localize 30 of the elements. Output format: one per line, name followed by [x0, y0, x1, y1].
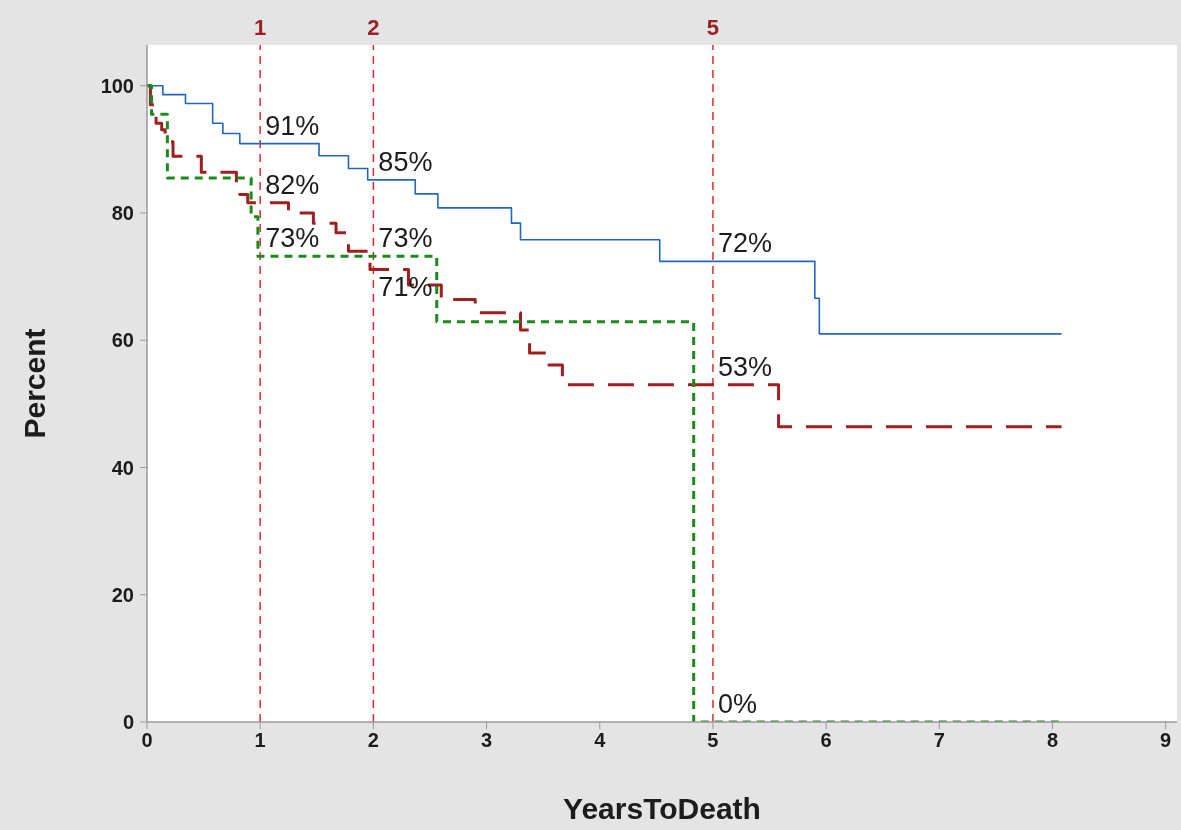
- x-axis-title: YearsToDeath: [563, 792, 761, 825]
- x-tick-label: 5: [707, 729, 719, 752]
- x-tick-label: 1: [254, 729, 266, 752]
- x-tick-label: 2: [367, 729, 379, 752]
- y-axis-title: Percent: [17, 328, 51, 439]
- x-tick-label: 4: [594, 729, 607, 752]
- y-tick-label: 80: [111, 202, 134, 225]
- annotation: 53%: [717, 351, 772, 382]
- annotation: 0%: [717, 689, 757, 719]
- annotation: 85%: [378, 146, 433, 177]
- annotation: 91%: [265, 110, 320, 141]
- annotation: 82%: [265, 169, 320, 200]
- ref-line-label: 5: [706, 15, 720, 40]
- ref-line-label: 1: [254, 15, 267, 40]
- x-tick-label: 3: [481, 729, 493, 752]
- annotation: 73%: [265, 223, 320, 254]
- ref-line-label: 2: [367, 15, 380, 40]
- y-tick-label: 40: [111, 456, 134, 479]
- x-tick-label: 6: [820, 729, 832, 752]
- y-tick-label: 0: [122, 711, 134, 734]
- x-tick-label: 8: [1046, 729, 1059, 752]
- y-tick-label: 20: [111, 583, 134, 606]
- x-tick-label: 9: [1160, 729, 1172, 752]
- annotation: 72%: [717, 228, 772, 259]
- x-tick-label: 0: [141, 729, 153, 752]
- annotation: 73%: [378, 223, 433, 254]
- x-tick-label: 7: [933, 729, 945, 752]
- y-tick-label: 100: [100, 74, 134, 97]
- annotation: 71%: [378, 271, 433, 302]
- y-tick-label: 60: [111, 329, 134, 352]
